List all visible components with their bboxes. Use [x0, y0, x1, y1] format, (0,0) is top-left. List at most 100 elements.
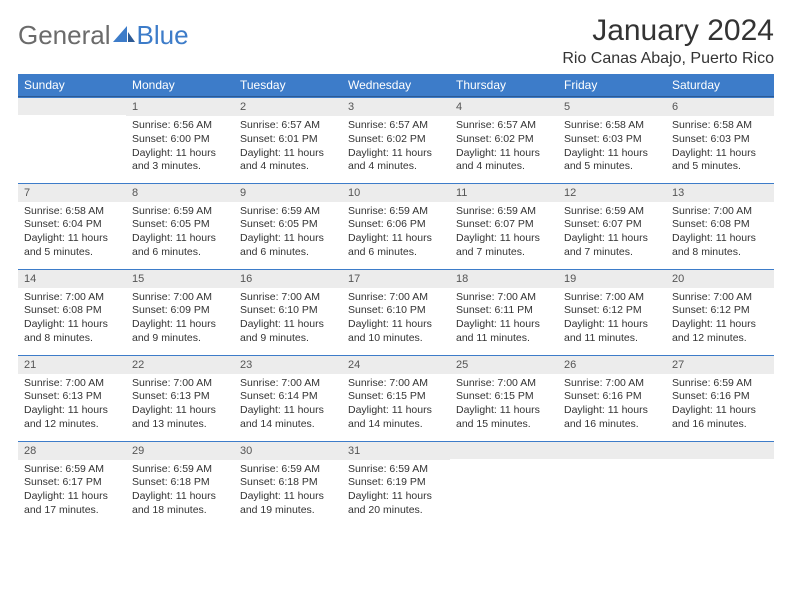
day-number: 4	[450, 97, 558, 116]
day-content: Sunrise: 7:00 AMSunset: 6:15 PMDaylight:…	[450, 374, 558, 436]
calendar-day-cell: 28Sunrise: 6:59 AMSunset: 6:17 PMDayligh…	[18, 441, 126, 527]
day-number: 22	[126, 355, 234, 374]
logo: General Blue	[18, 14, 189, 51]
day-content	[558, 459, 666, 517]
daylight-text: Daylight: 11 hours and 7 minutes.	[456, 232, 552, 259]
logo-text-blue: Blue	[137, 20, 189, 51]
day-number: 19	[558, 269, 666, 288]
daylight-text: Daylight: 11 hours and 11 minutes.	[564, 318, 660, 345]
sunset-text: Sunset: 6:07 PM	[564, 218, 660, 232]
day-content: Sunrise: 7:00 AMSunset: 6:09 PMDaylight:…	[126, 288, 234, 350]
day-number: 13	[666, 183, 774, 202]
calendar-day-cell: 25Sunrise: 7:00 AMSunset: 6:15 PMDayligh…	[450, 355, 558, 441]
calendar-day-cell: 24Sunrise: 7:00 AMSunset: 6:15 PMDayligh…	[342, 355, 450, 441]
sunrise-text: Sunrise: 7:00 AM	[348, 377, 444, 391]
day-content: Sunrise: 7:00 AMSunset: 6:13 PMDaylight:…	[18, 374, 126, 436]
day-content: Sunrise: 6:58 AMSunset: 6:03 PMDaylight:…	[558, 116, 666, 178]
calendar-day-cell: 30Sunrise: 6:59 AMSunset: 6:18 PMDayligh…	[234, 441, 342, 527]
weekday-header: Sunday	[18, 74, 126, 97]
day-number: 5	[558, 97, 666, 116]
day-content: Sunrise: 6:59 AMSunset: 6:16 PMDaylight:…	[666, 374, 774, 436]
day-number: 10	[342, 183, 450, 202]
day-content: Sunrise: 6:56 AMSunset: 6:00 PMDaylight:…	[126, 116, 234, 178]
sunrise-text: Sunrise: 6:57 AM	[456, 119, 552, 133]
weekday-header: Wednesday	[342, 74, 450, 97]
sunset-text: Sunset: 6:03 PM	[672, 133, 768, 147]
calendar-day-cell: 5Sunrise: 6:58 AMSunset: 6:03 PMDaylight…	[558, 97, 666, 183]
daylight-text: Daylight: 11 hours and 18 minutes.	[132, 490, 228, 517]
day-content: Sunrise: 7:00 AMSunset: 6:12 PMDaylight:…	[666, 288, 774, 350]
calendar-day-cell	[450, 441, 558, 527]
calendar-day-cell: 9Sunrise: 6:59 AMSunset: 6:05 PMDaylight…	[234, 183, 342, 269]
calendar-day-cell: 15Sunrise: 7:00 AMSunset: 6:09 PMDayligh…	[126, 269, 234, 355]
day-content: Sunrise: 6:59 AMSunset: 6:17 PMDaylight:…	[18, 460, 126, 522]
sunrise-text: Sunrise: 6:57 AM	[240, 119, 336, 133]
page-header: General Blue January 2024 Rio Canas Abaj…	[18, 14, 774, 68]
daylight-text: Daylight: 11 hours and 17 minutes.	[24, 490, 120, 517]
daylight-text: Daylight: 11 hours and 8 minutes.	[672, 232, 768, 259]
calendar-day-cell: 18Sunrise: 7:00 AMSunset: 6:11 PMDayligh…	[450, 269, 558, 355]
calendar-day-cell: 26Sunrise: 7:00 AMSunset: 6:16 PMDayligh…	[558, 355, 666, 441]
sunrise-text: Sunrise: 6:58 AM	[24, 205, 120, 219]
day-number: 2	[234, 97, 342, 116]
day-content: Sunrise: 6:59 AMSunset: 6:07 PMDaylight:…	[558, 202, 666, 264]
calendar-table: Sunday Monday Tuesday Wednesday Thursday…	[18, 74, 774, 527]
calendar-week-row: 7Sunrise: 6:58 AMSunset: 6:04 PMDaylight…	[18, 183, 774, 269]
sunset-text: Sunset: 6:07 PM	[456, 218, 552, 232]
daylight-text: Daylight: 11 hours and 4 minutes.	[240, 147, 336, 174]
sunset-text: Sunset: 6:10 PM	[348, 304, 444, 318]
sunset-text: Sunset: 6:16 PM	[672, 390, 768, 404]
day-content: Sunrise: 6:59 AMSunset: 6:07 PMDaylight:…	[450, 202, 558, 264]
daylight-text: Daylight: 11 hours and 16 minutes.	[672, 404, 768, 431]
day-number: 20	[666, 269, 774, 288]
sunset-text: Sunset: 6:09 PM	[132, 304, 228, 318]
day-number: 23	[234, 355, 342, 374]
sunset-text: Sunset: 6:15 PM	[348, 390, 444, 404]
daylight-text: Daylight: 11 hours and 6 minutes.	[240, 232, 336, 259]
sunset-text: Sunset: 6:11 PM	[456, 304, 552, 318]
day-content: Sunrise: 7:00 AMSunset: 6:11 PMDaylight:…	[450, 288, 558, 350]
calendar-day-cell: 27Sunrise: 6:59 AMSunset: 6:16 PMDayligh…	[666, 355, 774, 441]
sunrise-text: Sunrise: 6:59 AM	[132, 463, 228, 477]
calendar-day-cell: 4 Sunrise: 6:57 AMSunset: 6:02 PMDaylight…	[450, 97, 558, 183]
sunrise-text: Sunrise: 6:59 AM	[456, 205, 552, 219]
weekday-header: Monday	[126, 74, 234, 97]
weekday-header: Saturday	[666, 74, 774, 97]
day-content: Sunrise: 6:57 AMSunset: 6:02 PMDaylight:…	[342, 116, 450, 178]
calendar-day-cell: 10Sunrise: 6:59 AMSunset: 6:06 PMDayligh…	[342, 183, 450, 269]
day-content: Sunrise: 6:59 AMSunset: 6:06 PMDaylight:…	[342, 202, 450, 264]
logo-text-general: General	[18, 20, 111, 51]
daylight-text: Daylight: 11 hours and 16 minutes.	[564, 404, 660, 431]
daylight-text: Daylight: 11 hours and 7 minutes.	[564, 232, 660, 259]
sunrise-text: Sunrise: 6:59 AM	[564, 205, 660, 219]
day-content: Sunrise: 6:59 AMSunset: 6:18 PMDaylight:…	[126, 460, 234, 522]
weekday-header: Friday	[558, 74, 666, 97]
day-number: 14	[18, 269, 126, 288]
day-content: Sunrise: 7:00 AMSunset: 6:15 PMDaylight:…	[342, 374, 450, 436]
sunset-text: Sunset: 6:13 PM	[24, 390, 120, 404]
sunrise-text: Sunrise: 6:58 AM	[564, 119, 660, 133]
day-number: 16	[234, 269, 342, 288]
calendar-day-cell	[558, 441, 666, 527]
day-content: Sunrise: 6:57 AMSunset: 6:01 PMDaylight:…	[234, 116, 342, 178]
sunset-text: Sunset: 6:16 PM	[564, 390, 660, 404]
day-content: Sunrise: 6:59 AMSunset: 6:05 PMDaylight:…	[234, 202, 342, 264]
day-content: Sunrise: 7:00 AMSunset: 6:12 PMDaylight:…	[558, 288, 666, 350]
calendar-week-row: 14Sunrise: 7:00 AMSunset: 6:08 PMDayligh…	[18, 269, 774, 355]
day-number: 18	[450, 269, 558, 288]
sunset-text: Sunset: 6:14 PM	[240, 390, 336, 404]
calendar-day-cell: 22Sunrise: 7:00 AMSunset: 6:13 PMDayligh…	[126, 355, 234, 441]
sunset-text: Sunset: 6:02 PM	[456, 133, 552, 147]
sunrise-text: Sunrise: 7:00 AM	[240, 291, 336, 305]
calendar-day-cell: 1Sunrise: 6:56 AMSunset: 6:00 PMDaylight…	[126, 97, 234, 183]
daylight-text: Daylight: 11 hours and 4 minutes.	[456, 147, 552, 174]
sunrise-text: Sunrise: 7:00 AM	[24, 291, 120, 305]
day-number: 8	[126, 183, 234, 202]
day-content: Sunrise: 7:00 AMSunset: 6:13 PMDaylight:…	[126, 374, 234, 436]
day-content	[666, 459, 774, 517]
day-content: Sunrise: 6:58 AMSunset: 6:04 PMDaylight:…	[18, 202, 126, 264]
daylight-text: Daylight: 11 hours and 5 minutes.	[564, 147, 660, 174]
daylight-text: Daylight: 11 hours and 12 minutes.	[672, 318, 768, 345]
sunset-text: Sunset: 6:08 PM	[24, 304, 120, 318]
weekday-header: Tuesday	[234, 74, 342, 97]
